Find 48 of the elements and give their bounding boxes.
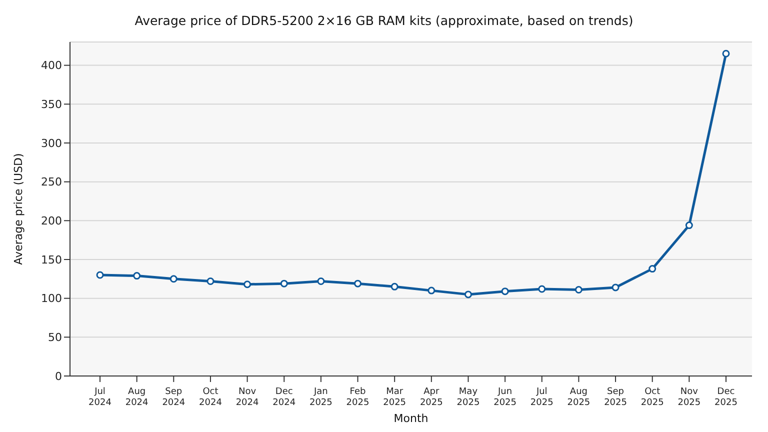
point [390, 282, 398, 290]
y-tick-label: 300 [41, 136, 62, 150]
x-tick-label: Nov 2024 [236, 387, 260, 408]
point [280, 280, 288, 288]
x-tick-label: Feb 2025 [346, 387, 370, 408]
x-tick-label: Sep 2024 [162, 387, 186, 408]
y-tick-label: 350 [41, 98, 62, 112]
x-tick-label: Oct 2024 [199, 387, 222, 408]
x-tick-label: Nov 2025 [678, 387, 701, 408]
chart-title: Average price of DDR5-5200 2×16 GB RAM kits (approximate, based on trends) [134, 12, 634, 30]
point [428, 286, 436, 294]
point [685, 222, 693, 230]
x-tick-label: Sep 2025 [604, 387, 627, 408]
point [317, 277, 325, 285]
y-tick-label: 50 [48, 331, 62, 344]
x-tick-label: Jun 2025 [494, 387, 517, 408]
x-tick-label: Jan 2025 [309, 387, 332, 408]
point [612, 284, 620, 292]
y-tick-label: 400 [41, 59, 62, 72]
x-tick-label: Aug 2025 [567, 387, 590, 408]
point [538, 285, 546, 293]
point [170, 275, 178, 283]
x-tick-label: Jul 2025 [530, 387, 554, 408]
point [574, 286, 582, 294]
point [96, 271, 104, 279]
point [244, 280, 252, 288]
y-tick-label: 250 [41, 176, 62, 189]
point [464, 290, 472, 298]
y-axis-title: Average price (USD) [12, 153, 25, 265]
y-tick-label: 0 [55, 370, 62, 383]
point [206, 277, 214, 285]
x-tick-label: Dec 2024 [272, 387, 296, 408]
point [722, 50, 730, 58]
x-axis-title: Month [394, 412, 428, 425]
x-tick-label: Mar 2025 [383, 387, 406, 408]
point [354, 280, 362, 288]
point [648, 265, 656, 273]
point [501, 288, 509, 296]
x-tick-label: Oct 2025 [640, 387, 664, 408]
y-tick-label: 200 [41, 214, 62, 228]
x-tick-label: Aug 2024 [125, 387, 149, 408]
x-tick-label: Jul 2024 [88, 387, 112, 408]
x-tick-label: Apr 2025 [420, 387, 443, 408]
x-tick-label: Dec 2025 [714, 387, 738, 408]
y-tick-label: 150 [41, 253, 62, 266]
x-tick-label: May 2025 [456, 387, 480, 408]
y-tick-label: 100 [41, 292, 62, 306]
point [133, 272, 141, 280]
